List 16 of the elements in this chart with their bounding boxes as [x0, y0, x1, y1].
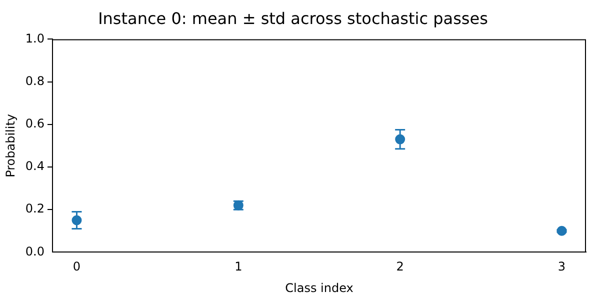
chart-title: Instance 0: mean ± std across stochastic passes: [98, 8, 488, 28]
y-tick-label: 0.8: [25, 74, 44, 88]
point: [395, 134, 406, 144]
x-axis-title: Class index: [285, 280, 354, 295]
y-tick-label: 1.0: [25, 31, 44, 46]
y-axis-title: Probability: [3, 114, 18, 178]
x-tick-label: 1: [234, 260, 242, 274]
point: [556, 226, 567, 236]
x-tick-label: 0: [72, 260, 81, 274]
y-tick-label: 0.6: [25, 116, 44, 131]
x-tick-label: 2: [396, 260, 404, 274]
y-tick-label: 0.0: [25, 244, 44, 258]
point: [72, 215, 82, 226]
x-tick-label: 3: [558, 260, 566, 274]
y-tick-label: 0.4: [25, 159, 44, 174]
y-tick-label: 0.2: [25, 202, 44, 216]
